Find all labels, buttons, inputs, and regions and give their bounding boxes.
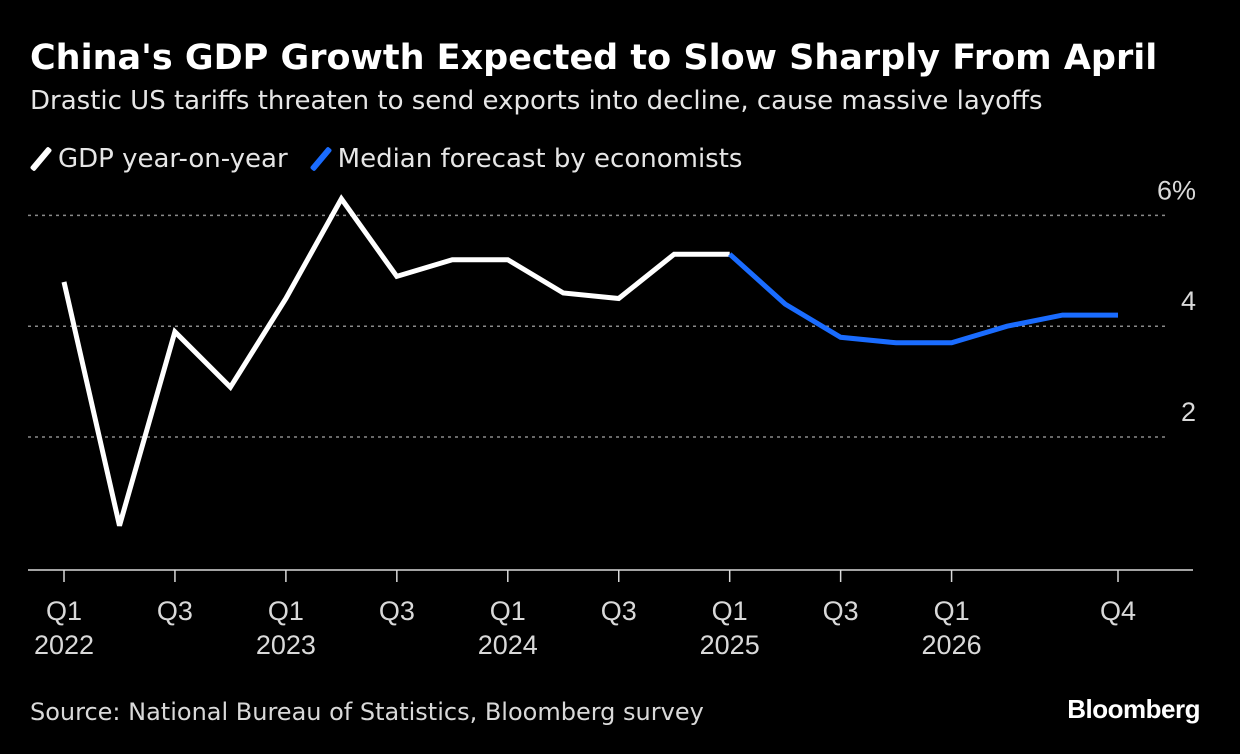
forecast-point <box>1116 313 1121 318</box>
x-tick-label-quarter: Q1 <box>934 596 970 626</box>
x-tick-label-quarter: Q3 <box>379 596 415 626</box>
gdp-point <box>505 257 510 262</box>
forecast-point <box>949 340 954 345</box>
legend-label-gdp: GDP year-on-year <box>58 144 288 174</box>
gdp-point <box>394 274 399 279</box>
x-tick-label-quarter: Q1 <box>712 596 748 626</box>
gdp-point <box>283 296 288 301</box>
x-tick-label-year: 2026 <box>922 630 982 660</box>
forecast-point <box>727 252 732 257</box>
x-tick-label-quarter: Q3 <box>157 596 193 626</box>
forecast-point <box>838 335 843 340</box>
legend-item-forecast: Median forecast by economists <box>309 144 743 174</box>
gdp-point <box>561 290 566 295</box>
legend-label-forecast: Median forecast by economists <box>337 144 743 174</box>
x-tick-label-quarter: Q4 <box>1100 596 1136 626</box>
gdp-series-line <box>61 194 730 527</box>
x-tick-label-quarter: Q1 <box>268 596 304 626</box>
gdp-point <box>117 523 122 528</box>
x-tick-label-quarter: Q1 <box>46 596 82 626</box>
y-tick-label: 4 <box>1181 286 1196 316</box>
y-tick-label: 6% <box>1157 175 1196 205</box>
brand-logo: Bloomberg <box>1067 694 1200 724</box>
gdp-point <box>616 296 621 301</box>
x-tick-label-quarter: Q3 <box>823 596 859 626</box>
x-tick-label-year: 2023 <box>256 630 316 660</box>
forecast-series-line <box>728 252 1118 346</box>
gdp-point <box>228 385 233 390</box>
forecast-point <box>783 302 788 307</box>
legend: GDP year-on-year Median forecast by econ… <box>29 141 764 177</box>
gdp-point <box>62 279 67 284</box>
gdp-point <box>672 252 677 257</box>
gdp-point <box>450 257 455 262</box>
x-tick-label-year: 2025 <box>700 630 760 660</box>
y-tick-label: 2 <box>1181 397 1196 427</box>
x-tick-label-quarter: Q3 <box>601 596 637 626</box>
chart-title: China's GDP Growth Expected to Slow Shar… <box>30 38 1158 78</box>
gdp-point <box>339 196 344 201</box>
forecast-point <box>894 340 899 345</box>
forecast-point <box>1005 324 1010 329</box>
x-tick-label-quarter: Q1 <box>490 596 526 626</box>
source-note: Source: National Bureau of Statistics, B… <box>30 698 704 726</box>
legend-item-gdp: GDP year-on-year <box>29 144 288 174</box>
x-tick-label-year: 2024 <box>478 630 538 660</box>
gdp-point <box>172 329 177 334</box>
x-tick-label-year: 2022 <box>34 630 94 660</box>
chart-subtitle: Drastic US tariffs threaten to send expo… <box>30 86 1043 116</box>
forecast-point <box>1060 313 1065 318</box>
